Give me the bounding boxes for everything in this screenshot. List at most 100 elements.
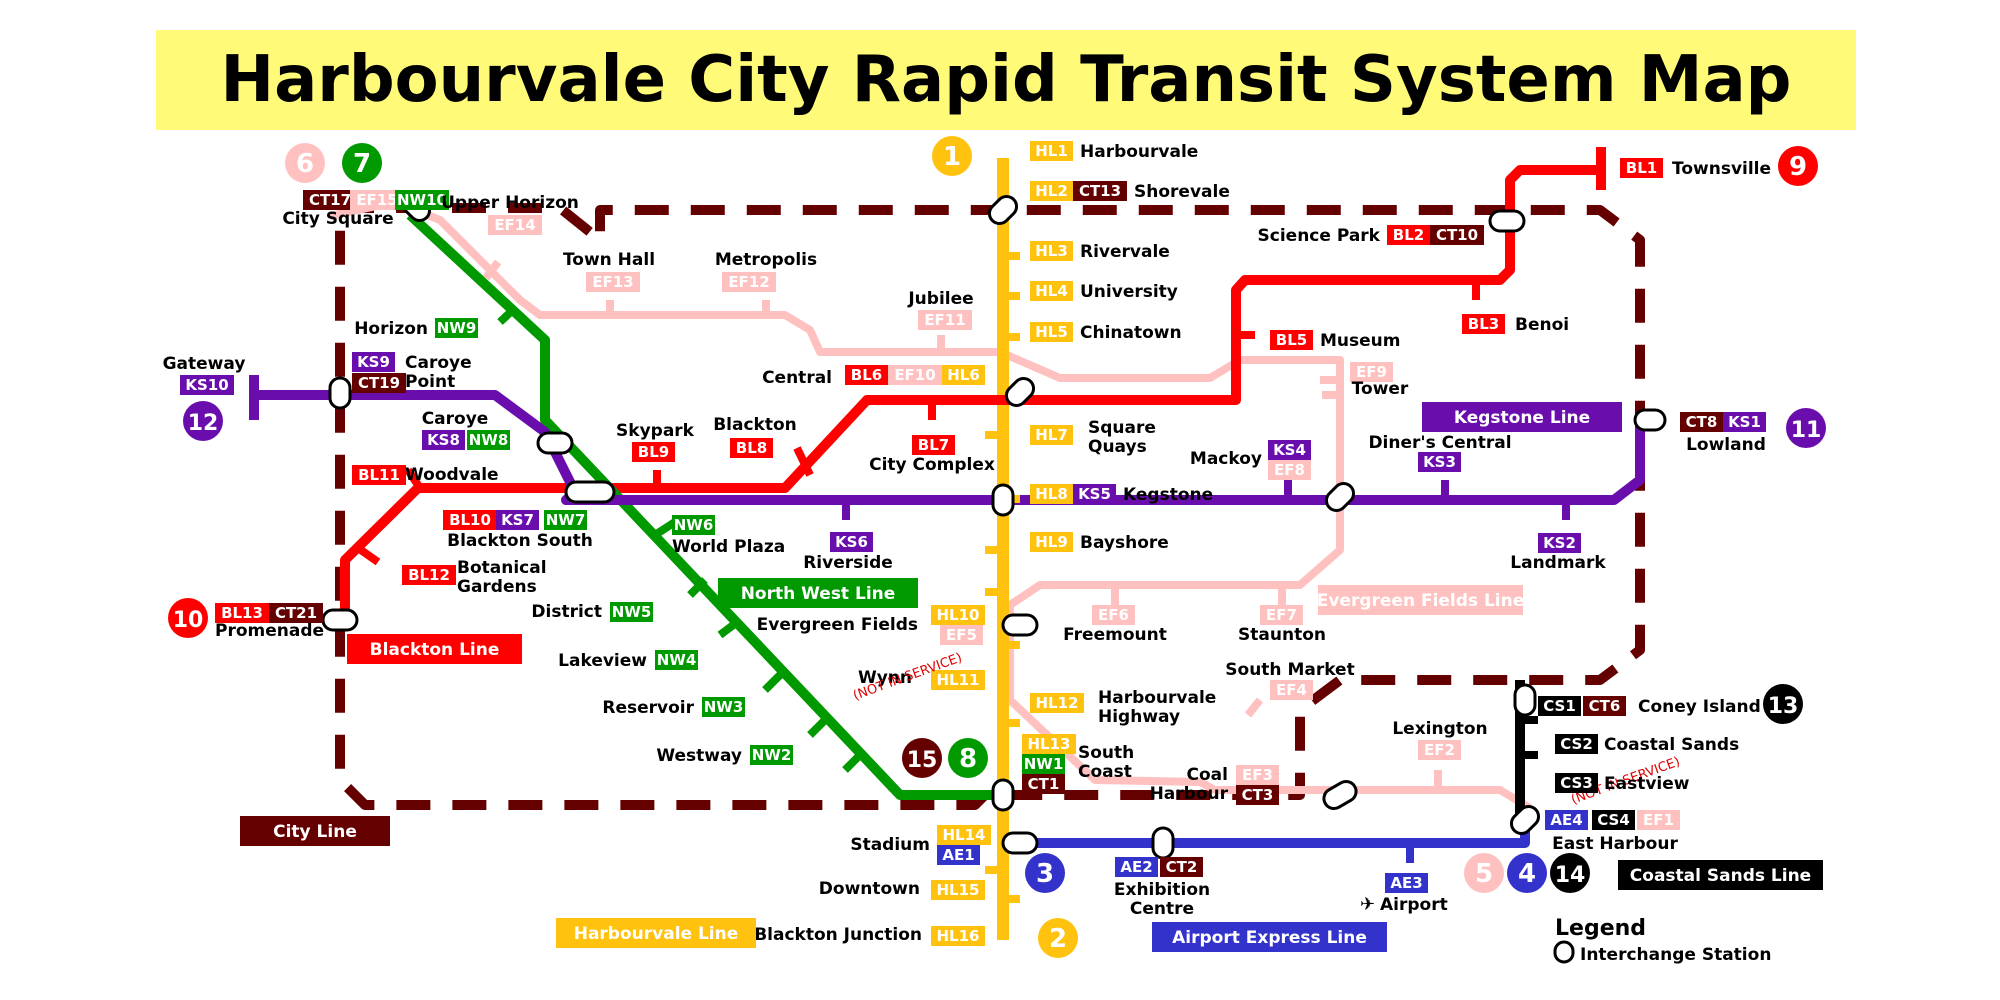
interchange-marker (1509, 804, 1541, 836)
line-label-box-kegstone (1422, 402, 1622, 432)
icons-layer (321, 191, 1667, 860)
code-box-ct17 (303, 190, 357, 210)
map-title: Harbourvale City Rapid Transit System Ma… (220, 43, 1792, 117)
legend-interchange-icon (1553, 940, 1575, 964)
station-name-bayshore: Bayshore (1080, 533, 1169, 553)
line-number-11: 11 (1791, 418, 1822, 443)
code-box-hl14 (937, 825, 991, 845)
code-box-ct6 (1583, 696, 1626, 716)
line-label-box-city (240, 816, 390, 846)
code-box-ef13 (586, 272, 640, 292)
code-box-bl10 (443, 510, 497, 530)
interchange-marker (1633, 408, 1667, 432)
station-tick (355, 544, 381, 566)
station-code-bl7: BL7 (918, 436, 949, 454)
line-number-4: 4 (1518, 859, 1536, 889)
code-box-cs4 (1592, 810, 1635, 830)
station-name-museum: Museum (1320, 331, 1400, 351)
code-box-nw8 (467, 430, 510, 450)
station-code-ks1: KS1 (1728, 413, 1761, 431)
station-name-blackton-south: Blackton South (447, 531, 593, 551)
station-name-lakeview: Lakeview (558, 651, 647, 671)
station-name-harbourvale-highway: Harbourvale Highway (1098, 688, 1216, 727)
northwest-line-path (406, 211, 1003, 800)
line-number-1: 1 (943, 142, 961, 172)
station-code-bl3: BL3 (1468, 315, 1499, 333)
line-number-circle-5 (1464, 853, 1504, 893)
station-code-nw6: NW6 (674, 516, 714, 534)
interchange-marker (991, 483, 1015, 517)
code-box-ct13 (1073, 181, 1127, 201)
station-name-promenade: Promenade (215, 621, 324, 641)
station-code-ef4: EF4 (1276, 681, 1307, 699)
interchange-marker (328, 376, 352, 410)
legend-interchange-label: Interchange Station (1580, 945, 1771, 965)
line-number-circle-8 (948, 738, 988, 778)
station-name-stadium: Stadium (850, 835, 930, 855)
station-code-ef9: EF9 (1356, 363, 1387, 381)
code-box-ef4 (1270, 680, 1313, 700)
station-tick (497, 305, 518, 325)
code-box-ef1 (1637, 810, 1680, 830)
station-code-ae4: AE4 (1550, 811, 1582, 829)
station-code-ef13: EF13 (592, 273, 633, 291)
station-code-hl3: HL3 (1035, 242, 1068, 260)
interchange-marker (1151, 826, 1175, 860)
code-box-ef11 (918, 310, 972, 330)
station-tick (793, 446, 814, 477)
code-box-hl5 (1030, 322, 1073, 342)
station-code-hl7: HL7 (1035, 426, 1068, 444)
code-box-ks4 (1268, 440, 1311, 460)
station-name-botanical-gardens: Botanical Gardens (457, 558, 547, 597)
station-name-tower: Tower (1352, 379, 1409, 399)
station-name-gateway: Gateway (163, 354, 246, 374)
code-box-ct3 (1236, 785, 1279, 805)
station-code-ct2: CT2 (1166, 858, 1198, 876)
station-name-city-square: City Square (282, 209, 393, 229)
station-code-ks7: KS7 (501, 511, 534, 529)
code-box-nw4 (655, 650, 698, 670)
station-name-westway: Westway (656, 746, 742, 766)
station-code-hl2: HL2 (1035, 182, 1068, 200)
station-code-hl14: HL14 (943, 826, 986, 844)
station-tick (762, 672, 783, 693)
line-number-12: 12 (188, 411, 219, 436)
station-name-freemount: Freemount (1063, 625, 1167, 645)
station-name-central: Central (762, 368, 832, 388)
code-box-ks8 (422, 430, 465, 450)
station-code-ks5: KS5 (1078, 485, 1111, 503)
airport-plane-icon: ✈ (1360, 894, 1375, 915)
line-number-circle-9 (1778, 146, 1818, 186)
station-code-ct13: CT13 (1079, 182, 1121, 200)
station-tick (404, 467, 424, 491)
evergreen-line-path-north (329, 198, 1344, 410)
station-code-bl2: BL2 (1393, 226, 1424, 244)
line-label-box-northwest (718, 578, 918, 608)
code-box-ct8 (1680, 412, 1723, 432)
interchange-marker (1488, 209, 1526, 233)
line-label-box-airport (1152, 922, 1387, 952)
code-box-nw7 (544, 510, 587, 530)
station-name-exhibition-centre: Exhibition Centre (1114, 880, 1210, 919)
code-box-ae4 (1545, 810, 1588, 830)
station-code-nw10: NW10 (397, 191, 447, 209)
line-number-circle-11 (1786, 408, 1826, 448)
station-code-hl5: HL5 (1035, 323, 1068, 341)
station-name-town-hall: Town Hall (563, 250, 655, 270)
station-code-ct10: CT10 (1436, 226, 1478, 244)
station-code-ef10: EF10 (894, 366, 935, 384)
station-name-world-plaza: World Plaza (672, 537, 785, 557)
station-code-ef15: EF15 (356, 191, 397, 209)
code-box-nw3 (702, 697, 745, 717)
station-name-rivervale: Rivervale (1080, 242, 1170, 262)
station-code-hl12: HL12 (1036, 694, 1079, 712)
station-code-ct21: CT21 (275, 604, 317, 622)
station-code-ef12: EF12 (728, 273, 769, 291)
line-label-evergreen: Evergreen Fields Line (1317, 591, 1525, 611)
code-box-bl2 (1387, 225, 1430, 245)
code-box-ks6 (830, 532, 873, 552)
line-number-10: 10 (173, 608, 204, 633)
station-name-south-coast: South Coast (1078, 743, 1134, 782)
legend-title: Legend (1555, 916, 1646, 941)
